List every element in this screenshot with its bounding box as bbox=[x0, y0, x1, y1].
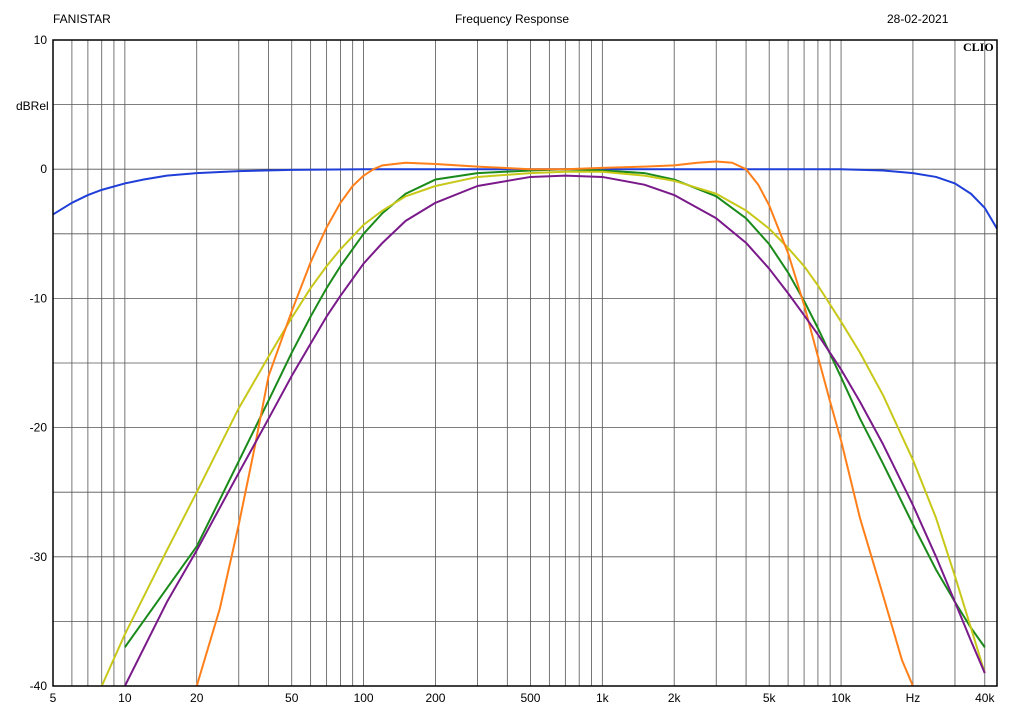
y-tick-label: -40 bbox=[30, 679, 48, 693]
x-tick-label: 1k bbox=[596, 691, 610, 705]
y-tick-label: -20 bbox=[30, 421, 48, 435]
x-tick-label: 500 bbox=[520, 691, 540, 705]
y-axis-label: dBRel bbox=[16, 99, 49, 113]
header-title: Frequency Response bbox=[454, 12, 570, 26]
y-tick-label: 0 bbox=[40, 162, 47, 176]
x-tick-label: 40k bbox=[975, 691, 995, 705]
x-tick-label: 10k bbox=[831, 691, 851, 705]
x-tick-label: 5k bbox=[763, 691, 777, 705]
header-date: 28-02-2021 bbox=[887, 12, 949, 26]
brand-logo: CLIO bbox=[963, 40, 994, 54]
series-line-5 bbox=[123, 174, 986, 687]
series-line-1 bbox=[52, 168, 998, 230]
grid bbox=[53, 40, 997, 686]
header-company: FANISTAR bbox=[53, 12, 111, 26]
y-tick-label: 10 bbox=[34, 33, 48, 47]
x-tick-label: 2k bbox=[668, 691, 682, 705]
series-line-2 bbox=[124, 168, 986, 648]
x-tick-label: 5 bbox=[50, 691, 57, 705]
x-tick-label: Hz bbox=[906, 691, 921, 705]
x-tick-label: 10 bbox=[118, 691, 132, 705]
x-tick-label: 20 bbox=[190, 691, 204, 705]
y-tick-label: -10 bbox=[30, 291, 48, 305]
x-tick-label: 50 bbox=[285, 691, 299, 705]
plot-frame bbox=[52, 39, 998, 687]
tick-labels: 5 10 20 50 100 200 500 1k 2k 5k 10k Hz 40k100-10-20-… bbox=[30, 33, 996, 705]
series-line-4 bbox=[195, 160, 914, 687]
y-tick-label: -30 bbox=[30, 550, 48, 564]
x-tick-label: 100 bbox=[354, 691, 374, 705]
x-tick-label: 200 bbox=[425, 691, 445, 705]
series-layer bbox=[52, 160, 998, 687]
series-line-3 bbox=[100, 170, 986, 687]
